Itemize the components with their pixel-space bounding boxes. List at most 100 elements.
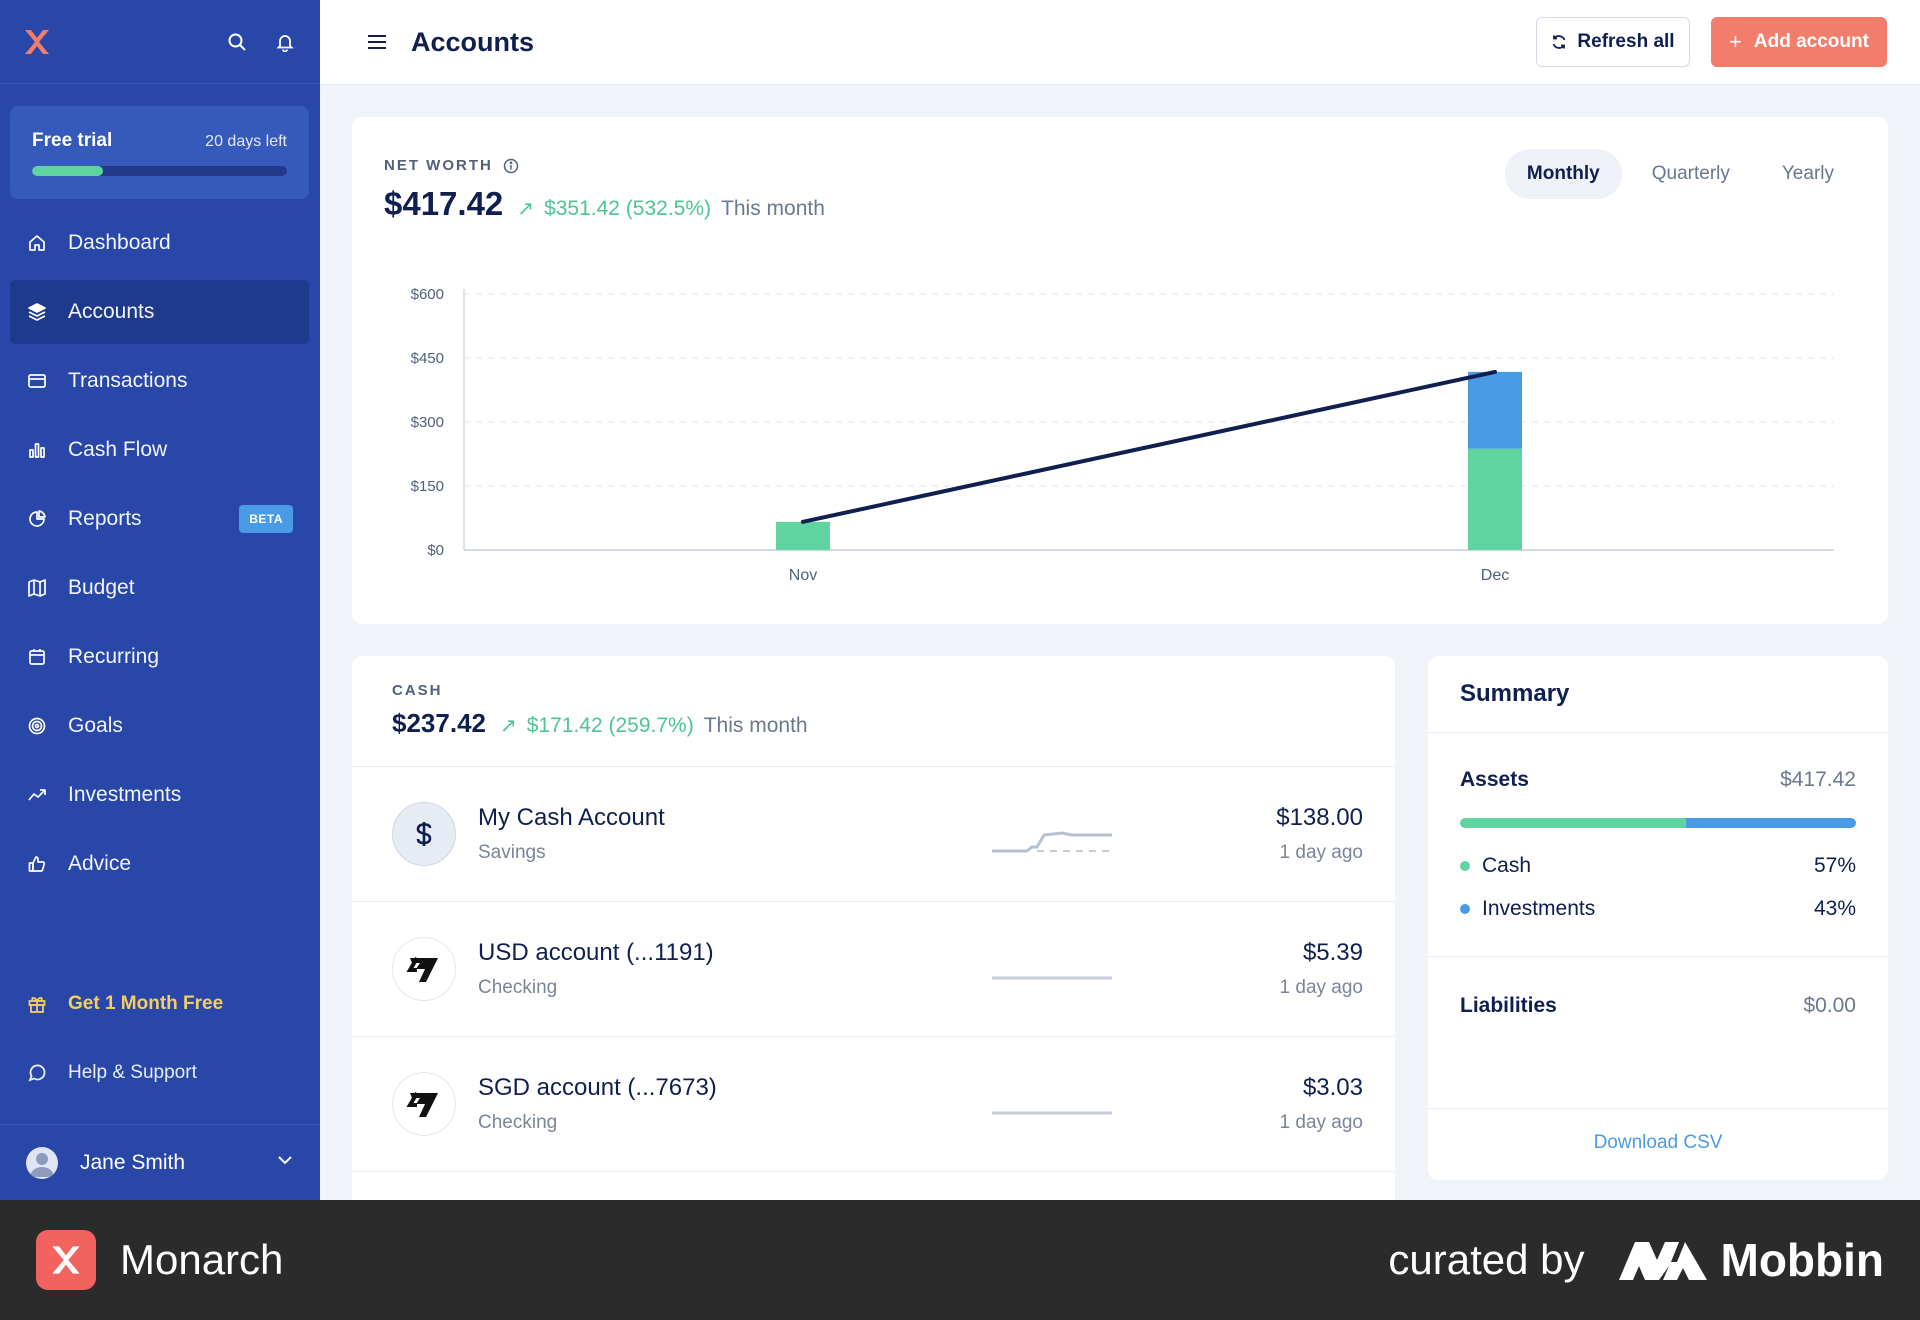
cash-label: CASH bbox=[392, 682, 443, 699]
chevron-down-icon[interactable] bbox=[276, 1151, 294, 1174]
x-tick-label: Nov bbox=[789, 567, 817, 584]
bell-icon[interactable] bbox=[272, 29, 298, 55]
account-row[interactable]: My Cash Account Savings $138.00 1 day ago bbox=[352, 766, 1395, 901]
sidebar-item-label: Accounts bbox=[68, 300, 155, 323]
account-info: My Cash Account Savings bbox=[478, 804, 1276, 864]
footer-banner: Monarch curated by Mobbin bbox=[0, 1200, 1920, 1320]
top-header: Accounts Refresh all + Add account bbox=[320, 0, 1920, 85]
x-tick-label: Dec bbox=[1481, 567, 1509, 584]
beta-badge: BETA bbox=[239, 505, 293, 533]
footer-curated: curated by bbox=[1388, 1236, 1585, 1283]
target-icon bbox=[26, 715, 48, 737]
bar-cash-dec bbox=[1468, 448, 1522, 550]
summary-title: Summary bbox=[1460, 680, 1570, 707]
promo-label: Get 1 Month Free bbox=[68, 993, 224, 1014]
sidebar-item-investments[interactable]: Investments bbox=[10, 763, 309, 827]
info-icon[interactable] bbox=[503, 158, 519, 174]
sidebar-item-label: Recurring bbox=[68, 645, 160, 668]
account-name: SGD account (...7673) bbox=[478, 1074, 717, 1101]
bar-investments-dec bbox=[1468, 371, 1522, 449]
liabilities-row[interactable]: Liabilities $0.00 bbox=[1460, 994, 1856, 1018]
footer-brand: Monarch bbox=[120, 1236, 284, 1283]
download-csv-link[interactable]: Download CSV bbox=[1593, 1132, 1723, 1153]
net-worth-chart: $0 $150 $300 $450 $600 Nov Dec bbox=[411, 286, 1834, 584]
legend-item: Investments 43% bbox=[1460, 897, 1856, 921]
sidebar-item-advice[interactable]: Advice bbox=[10, 832, 309, 896]
account-sparkline bbox=[992, 1111, 1112, 1115]
monarch-logo-icon[interactable] bbox=[22, 27, 52, 57]
net-worth-card: NET WORTH $417.42 ↗ $351.42 (532.5%) Thi… bbox=[352, 117, 1888, 624]
assets-row[interactable]: Assets $417.42 bbox=[1460, 768, 1856, 792]
account-row-partial bbox=[352, 1171, 1395, 1201]
legend-name: Cash bbox=[1482, 854, 1532, 877]
trending-up-icon bbox=[26, 784, 48, 806]
legend-item: Cash 57% bbox=[1460, 854, 1856, 878]
account-updated: 1 day ago bbox=[1279, 977, 1363, 998]
sidebar-item-dashboard[interactable]: Dashboard bbox=[10, 211, 309, 275]
refresh-all-button[interactable]: Refresh all bbox=[1536, 17, 1690, 67]
tab-yearly[interactable]: Yearly bbox=[1781, 163, 1834, 184]
user-menu[interactable]: Jane Smith bbox=[0, 1124, 320, 1200]
layers-icon bbox=[26, 301, 48, 323]
tab-quarterly[interactable]: Quarterly bbox=[1651, 163, 1730, 184]
account-row[interactable]: SGD account (...7673) Checking $3.03 1 day … bbox=[352, 1036, 1395, 1171]
help-support-link[interactable]: Help & Support bbox=[10, 1041, 309, 1105]
get-month-free-link[interactable]: Get 1 Month Free bbox=[10, 972, 309, 1036]
avatar bbox=[26, 1146, 58, 1179]
bar-cash-nov bbox=[776, 521, 830, 550]
net-worth-value-row: $417.42 ↗ $351.42 (532.5%) This month bbox=[384, 185, 825, 223]
summary-card: Summary Assets $417.42 Cash 57% Investment… bbox=[1428, 656, 1888, 1180]
sidebar-item-recurring[interactable]: Recurring bbox=[10, 625, 309, 689]
assets-value: $417.42 bbox=[1780, 768, 1856, 791]
net-worth-change: ↗ $351.42 (532.5%) bbox=[517, 196, 711, 221]
sidebar-bottom: Get 1 Month Free Help & Support bbox=[10, 972, 309, 1110]
sidebar-item-accounts[interactable]: Accounts bbox=[10, 280, 309, 344]
footer-mobbin: Mobbin bbox=[1720, 1234, 1885, 1286]
wise-logo-icon bbox=[392, 937, 456, 1001]
breakdown-segment-investments bbox=[1685, 818, 1856, 828]
account-type: Savings bbox=[478, 842, 546, 863]
sidebar-item-reports[interactable]: Reports BETA bbox=[10, 487, 309, 551]
liabilities-value: $0.00 bbox=[1803, 994, 1856, 1017]
sidebar: Free trial 20 days left Dashboard Account… bbox=[0, 0, 320, 1200]
user-name: Jane Smith bbox=[80, 1150, 186, 1174]
search-icon[interactable] bbox=[224, 29, 250, 55]
add-account-label: Add account bbox=[1753, 31, 1869, 52]
help-label: Help & Support bbox=[68, 1062, 197, 1083]
free-trial-card[interactable]: Free trial 20 days left bbox=[10, 106, 309, 199]
assets-label: Assets bbox=[1460, 768, 1529, 791]
account-balance: $138.00 bbox=[1276, 804, 1363, 831]
sidebar-item-goals[interactable]: Goals bbox=[10, 694, 309, 758]
y-tick-label: $450 bbox=[411, 350, 444, 367]
sidebar-item-label: Goals bbox=[68, 714, 123, 737]
account-info: USD account (...1191) Checking bbox=[478, 939, 1280, 999]
cash-change: ↗ $171.42 (259.7%) bbox=[500, 713, 694, 738]
account-row[interactable]: USD account (...1191) Checking $5.39 1 day … bbox=[352, 901, 1395, 1036]
bar-chart-icon bbox=[26, 439, 48, 461]
account-balance-block: $5.39 1 day ago bbox=[1280, 939, 1363, 999]
sidebar-item-cash-flow[interactable]: Cash Flow bbox=[10, 418, 309, 482]
dollar-icon bbox=[392, 802, 456, 866]
sidebar-top bbox=[0, 0, 320, 84]
sidebar-item-budget[interactable]: Budget bbox=[10, 556, 309, 620]
sidebar-item-label: Investments bbox=[68, 783, 182, 806]
trial-progress-fill bbox=[32, 166, 104, 176]
monarch-app-icon bbox=[36, 1230, 96, 1290]
add-account-button[interactable]: + Add account bbox=[1711, 17, 1887, 67]
y-tick-label: $0 bbox=[427, 542, 444, 559]
home-icon bbox=[26, 232, 48, 254]
account-name: USD account (...1191) bbox=[478, 939, 714, 966]
sidebar-item-label: Reports bbox=[68, 507, 142, 530]
sidebar-item-transactions[interactable]: Transactions bbox=[10, 349, 309, 413]
menu-icon[interactable] bbox=[365, 30, 389, 54]
legend-dot bbox=[1460, 861, 1470, 871]
cash-card: CASH $237.42 ↗ $171.42 (259.7%) This mon… bbox=[352, 656, 1395, 1200]
message-circle-icon bbox=[26, 1062, 48, 1084]
tab-monthly[interactable]: Monthly bbox=[1504, 149, 1622, 199]
net-worth-line bbox=[801, 369, 1497, 524]
account-type: Checking bbox=[478, 1112, 558, 1133]
trial-progress-bar bbox=[32, 166, 287, 176]
net-worth-label: NET WORTH bbox=[384, 157, 493, 174]
page-title: Accounts bbox=[411, 26, 535, 57]
account-info: SGD account (...7673) Checking bbox=[478, 1074, 1280, 1134]
